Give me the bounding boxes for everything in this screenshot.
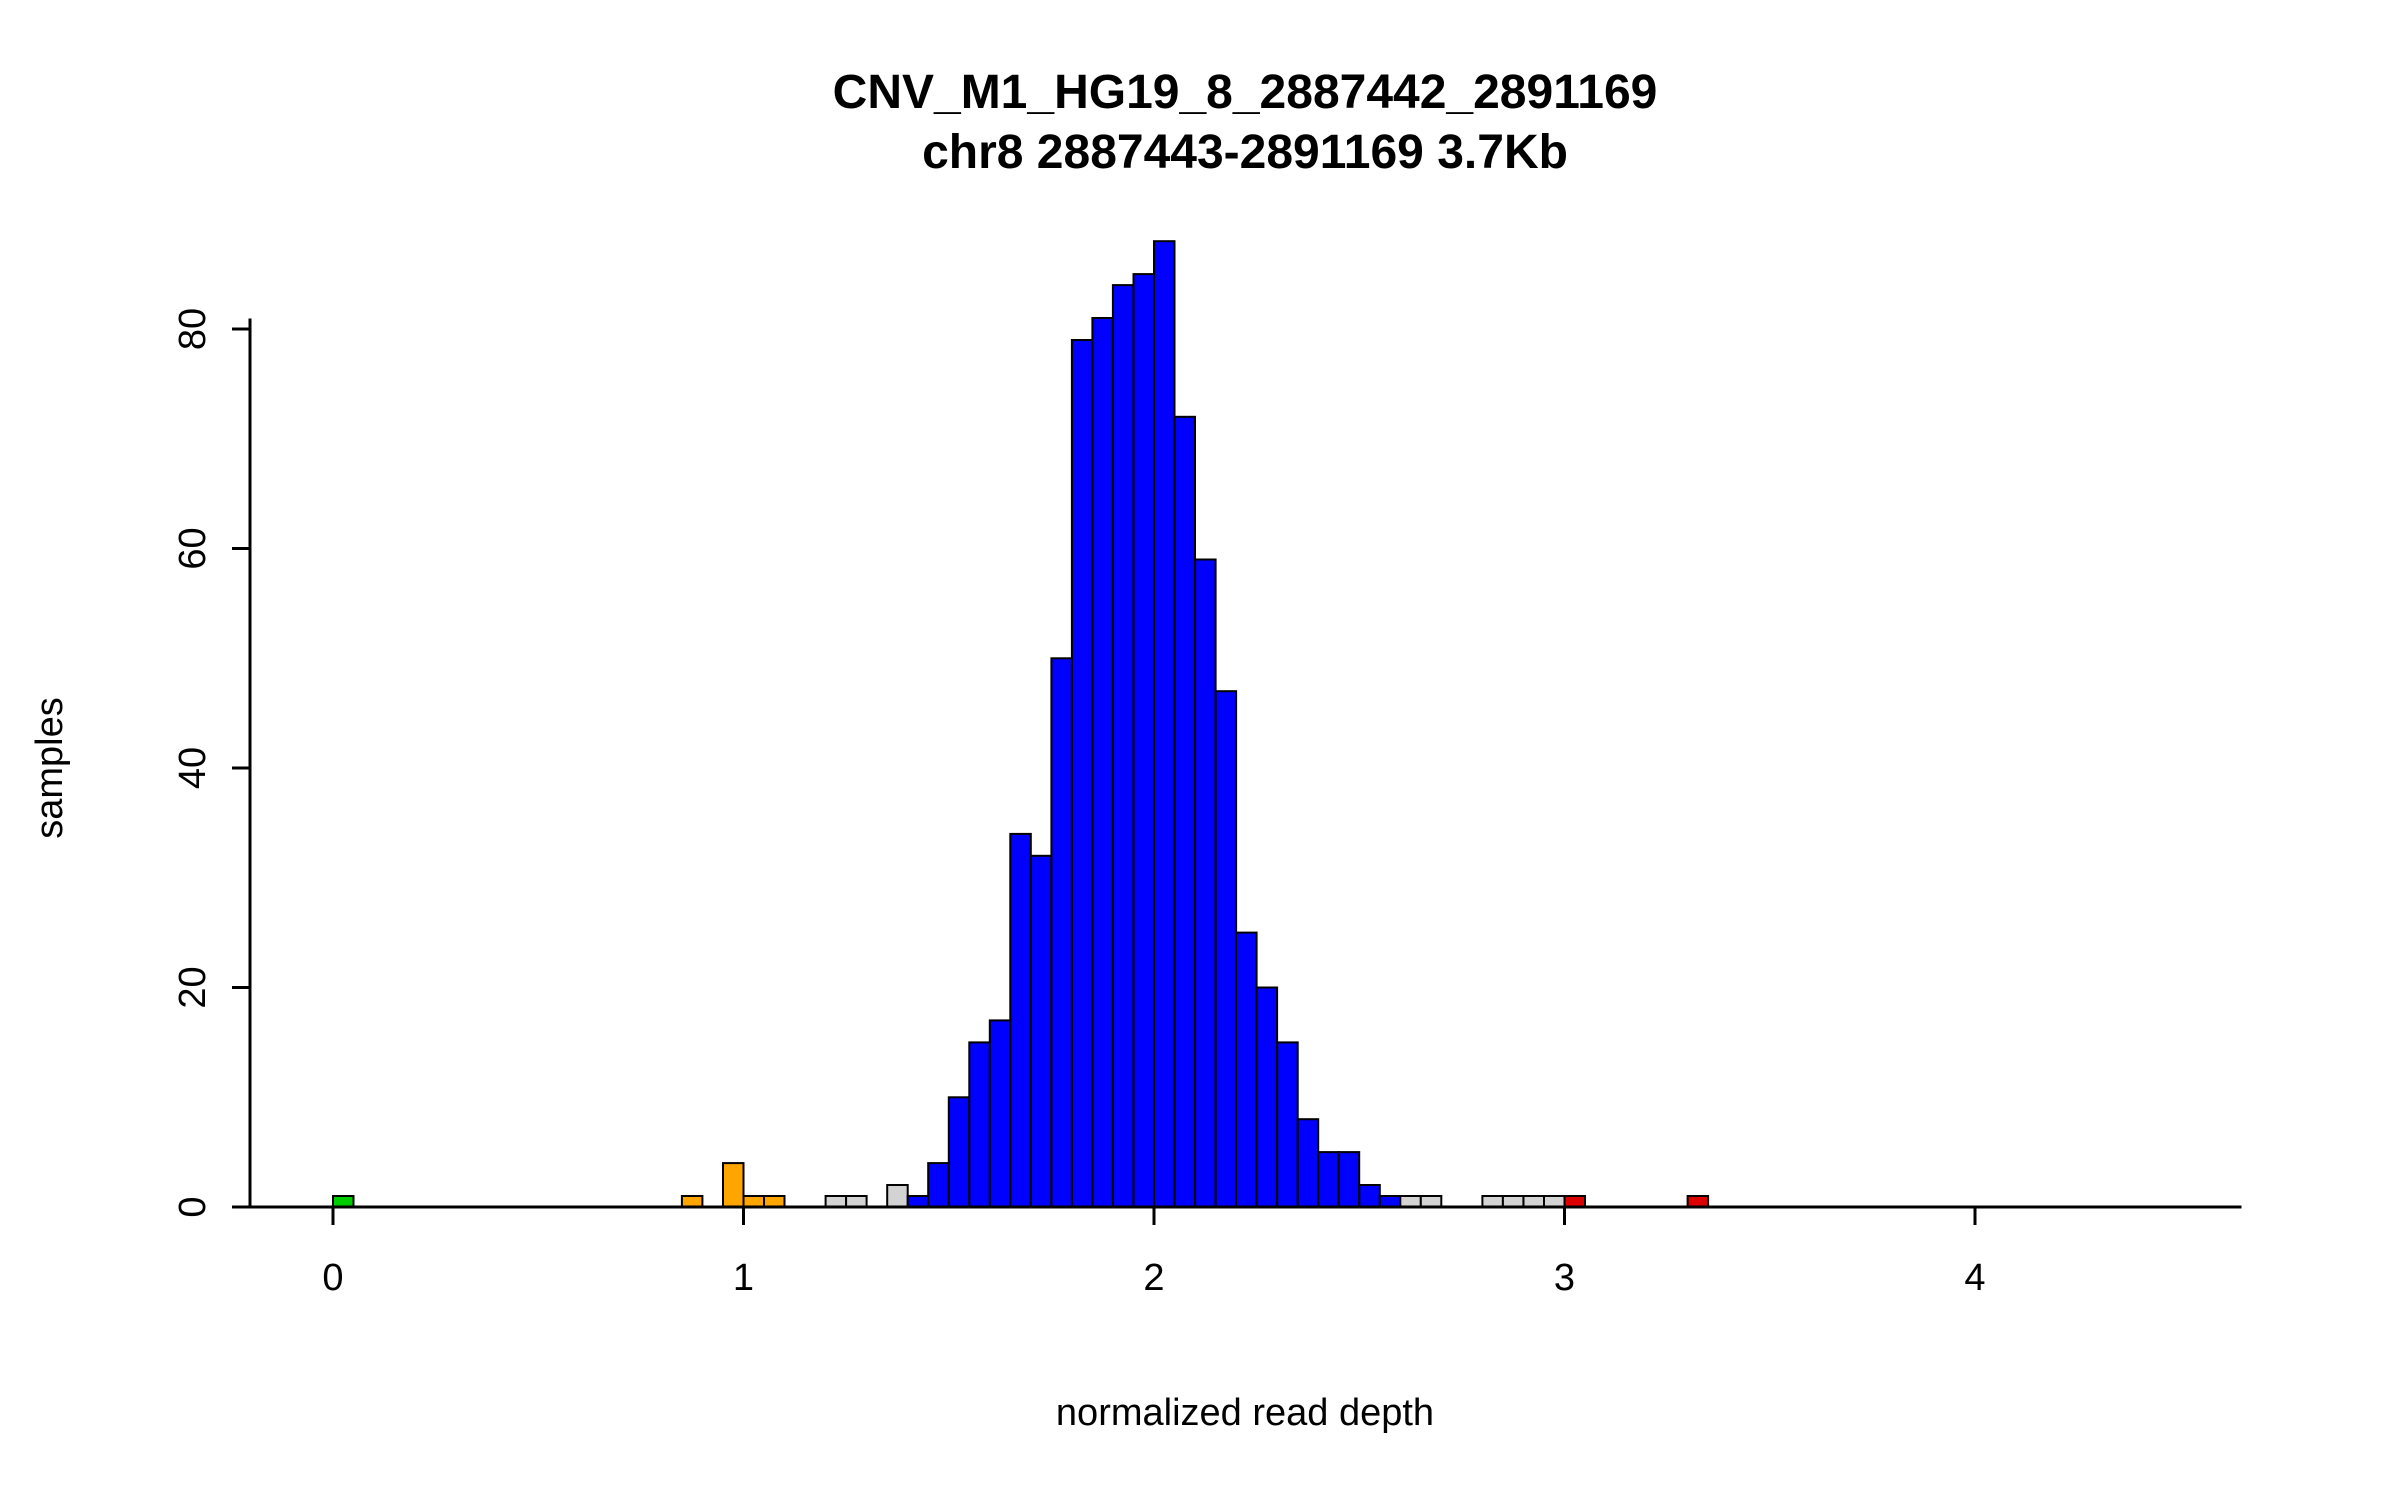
histogram-bar <box>1050 657 1073 1209</box>
histogram-bar <box>1419 1195 1443 1208</box>
histogram-bar <box>1029 854 1053 1208</box>
x-tick-label: 0 <box>322 1257 343 1299</box>
histogram-bar <box>1358 1184 1381 1208</box>
histogram-bar <box>1378 1195 1402 1208</box>
chart-subtitle: chr8 2887443-2891169 3.7Kb <box>922 126 1568 179</box>
x-axis: 0 1 2 3 4 <box>248 1205 2242 1299</box>
histogram-bar <box>332 1195 355 1208</box>
histogram-bar <box>886 1184 909 1208</box>
histogram-bar <box>1296 1118 1320 1208</box>
x-axis-label: normalized read depth <box>1056 1392 1434 1434</box>
histogram-bar <box>947 1096 971 1209</box>
histogram-bar <box>1563 1195 1586 1208</box>
histogram-bar <box>1009 832 1032 1209</box>
histogram-bar <box>824 1195 848 1208</box>
histogram-bar <box>1686 1195 1710 1208</box>
y-axis: 0 20 40 60 80 <box>172 308 252 1218</box>
x-tick-label: 2 <box>1143 1257 1164 1299</box>
histogram-bar <box>988 1019 1012 1209</box>
histogram-bar <box>1317 1151 1340 1208</box>
x-tick-label: 3 <box>1554 1257 1575 1299</box>
histogram-bar <box>1132 273 1155 1209</box>
y-tick-label: 0 <box>172 1196 214 1217</box>
histogram-bar <box>845 1195 868 1208</box>
histogram-bar <box>1214 690 1238 1208</box>
histogram-bar <box>1153 240 1176 1208</box>
histogram-bar <box>1235 931 1258 1208</box>
histogram-bar <box>1522 1195 1545 1208</box>
bars-group <box>332 240 1710 1209</box>
histogram-bar <box>1399 1195 1422 1208</box>
histogram-bar <box>906 1195 930 1208</box>
histogram-bar <box>1173 415 1196 1208</box>
histogram-bar <box>1543 1195 1566 1208</box>
histogram-bar <box>1276 1041 1299 1209</box>
histogram-bar <box>927 1162 950 1208</box>
histogram-bar <box>763 1195 786 1208</box>
histogram-bar <box>1481 1195 1504 1208</box>
histogram-bar <box>1194 558 1217 1208</box>
histogram-bar <box>1337 1151 1361 1208</box>
y-tick-label: 40 <box>172 747 214 789</box>
histogram-bar <box>1501 1195 1525 1208</box>
histogram-bar <box>968 1041 991 1209</box>
chart-title: CNV_M1_HG19_8_2887442_2891169 <box>833 66 1658 119</box>
histogram-bar <box>1255 986 1279 1208</box>
histogram-bar <box>1091 317 1114 1208</box>
x-tick-label: 4 <box>1964 1257 1985 1299</box>
histogram-bar <box>1111 284 1135 1209</box>
x-tick-label: 1 <box>733 1257 754 1299</box>
y-tick-label: 60 <box>172 527 214 569</box>
y-axis-label: samples <box>29 697 71 839</box>
histogram-bar <box>680 1195 704 1208</box>
y-tick-label: 20 <box>172 966 214 1008</box>
y-tick-label: 80 <box>172 308 214 350</box>
histogram-bar <box>742 1195 765 1208</box>
histogram-bar <box>722 1162 745 1208</box>
histogram-bar <box>1070 339 1094 1208</box>
